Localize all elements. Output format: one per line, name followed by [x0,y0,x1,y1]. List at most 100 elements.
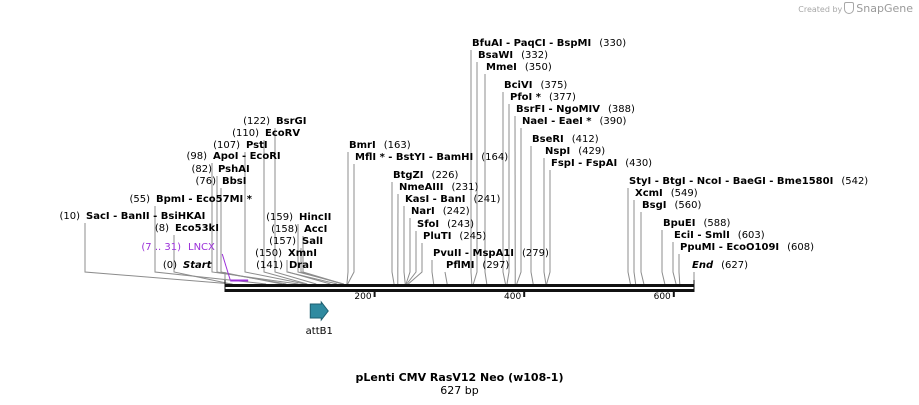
site-leader-line [627,188,631,285]
site-position: (243) [447,219,474,230]
site-position: (10) [59,211,80,222]
site-position: (110) [232,128,259,139]
restriction-site[interactable]: (55) BpmI - Eco57MI * [129,194,252,205]
site-leader-line [286,260,338,285]
plasmid-length: 627 bp [440,384,479,397]
site-position: (122) [243,116,270,127]
attb1-label: attB1 [306,326,333,337]
restriction-site[interactable]: (163) BmrI [349,140,411,151]
site-position: (158) [271,224,298,235]
restriction-site[interactable]: (76) BbsI [195,176,246,187]
site-leader-line [274,128,317,285]
snapgene-logo-icon [844,2,855,14]
restriction-site[interactable]: (150) XmnI [255,248,317,259]
site-name: BfuAI - PaqCI - BspMI [472,38,591,49]
site-position: (141) [256,260,283,271]
site-position: (375) [540,80,567,91]
site-name: XcmI [635,188,663,199]
site-name: StyI - BtgI - NcoI - BaeGI - Bme1580I [629,176,833,187]
site-position: (430) [625,158,652,169]
site-position: (55) [129,194,150,205]
site-position: (542) [841,176,868,187]
restriction-site[interactable]: (297) PflMI [446,260,509,271]
restriction-site[interactable]: (98) ApoI - EcoRI [186,151,280,162]
site-leader-line [472,62,478,285]
site-name: BsgI [642,200,666,211]
restriction-site[interactable]: (141) DraI [256,260,313,271]
site-leader-line [263,140,308,285]
restriction-site[interactable]: (110) EcoRV [232,128,300,139]
site-position: (226) [432,170,459,181]
site-leader-line [484,74,488,285]
site-name: PvuII - MspA1I [433,248,514,259]
site-leader-line [407,243,423,285]
site-name: NmeAIII [399,182,443,193]
site-name: KasI - BanI [405,194,466,205]
site-position: (388) [608,104,635,115]
restriction-site[interactable]: (10) SacI - BanII - BsiHKAI [59,211,205,222]
site-name: BsrFI - NgoMIV [516,104,600,115]
site-leader-line [661,230,666,285]
restriction-site[interactable]: (429) NspI [545,146,605,157]
restriction-site[interactable]: (242) NarI [411,206,470,217]
restriction-site[interactable]: (608) PpuMI - EcoO109I [680,242,814,253]
restriction-site[interactable]: (390) NaeI - EaeI * [522,116,627,127]
restriction-site[interactable]: (245) PluTI [423,231,486,242]
site-leader-line [154,206,267,285]
restriction-site[interactable]: (375) BciVI [504,80,567,91]
restriction-site[interactable]: (159) HincII [266,212,331,223]
restriction-site[interactable]: (588) BpuEI [663,218,730,229]
snapgene-watermark: Created by SnapGene [798,2,913,15]
site-name: NspI [545,146,570,157]
site-name: End [692,260,714,271]
restriction-site[interactable]: (350) MmeI [486,62,552,73]
restriction-site[interactable]: (8) Eco53kI [155,223,219,234]
restriction-site[interactable]: (158) AccI [271,224,327,235]
restriction-site[interactable]: (82) PshAI [191,164,249,175]
site-position: (377) [549,92,576,103]
restriction-site[interactable]: (330) BfuAI - PaqCI - BspMI [472,38,626,49]
backbone-bottom-strand [225,289,694,292]
site-leader-line [346,152,349,285]
site-name: DraI [289,260,313,271]
lncx-feature-bar[interactable] [230,279,249,282]
restriction-site[interactable]: (542) StyI - BtgI - NcoI - BaeGI - Bme158… [629,176,868,187]
restriction-site[interactable]: (412) BseRI [532,134,599,145]
site-position: (390) [600,116,627,127]
site-leader-line [633,200,637,285]
site-position: (332) [521,50,548,61]
restriction-site[interactable]: (107) PstI [213,140,268,151]
site-position: (608) [787,242,814,253]
site-position: (412) [572,134,599,145]
restriction-site[interactable]: (549) XcmI [635,188,698,199]
site-position: (241) [474,194,501,205]
site-leader-line [506,104,510,285]
attb1-feature-arrow[interactable] [309,300,329,322]
restriction-site[interactable]: (377) PfoI * [510,92,576,103]
site-name: PflMI [446,260,474,271]
restriction-site[interactable]: (560) BsgI [642,200,701,211]
lncx-connector [221,253,231,281]
restriction-site[interactable]: (388) BsrFI - NgoMIV [516,104,635,115]
site-name: EciI - SmlI [674,230,730,241]
site-leader-lines [84,50,695,285]
restriction-site[interactable]: (332) BsaWI [478,50,548,61]
site-position: (603) [738,230,765,241]
site-name: Eco53kI [175,223,219,234]
restriction-site[interactable]: (279) PvuII - MspA1I [433,248,549,259]
restriction-site[interactable]: (603) EciI - SmlI [674,230,765,241]
restriction-site[interactable]: (122) BsrGI [243,116,306,127]
restriction-site[interactable]: (157) SalI [269,236,323,247]
restriction-site[interactable]: (241) KasI - BanI [405,194,500,205]
site-position: (150) [255,248,282,259]
restriction-site[interactable]: (164) MflI * - BstYI - BamHI [355,152,508,163]
site-leader-line [543,158,547,285]
restriction-site[interactable]: (627) End [692,260,748,271]
site-position: (242) [443,206,470,217]
restriction-site[interactable]: (226) BtgZI [393,170,459,181]
restriction-site[interactable]: (243) SfoI [417,219,474,230]
restriction-site[interactable]: (430) FspI - FspAI [551,158,652,169]
restriction-site[interactable]: (0) Start [163,260,213,271]
restriction-site[interactable]: (231) NmeAIII [399,182,478,193]
site-position: (627) [721,260,748,271]
